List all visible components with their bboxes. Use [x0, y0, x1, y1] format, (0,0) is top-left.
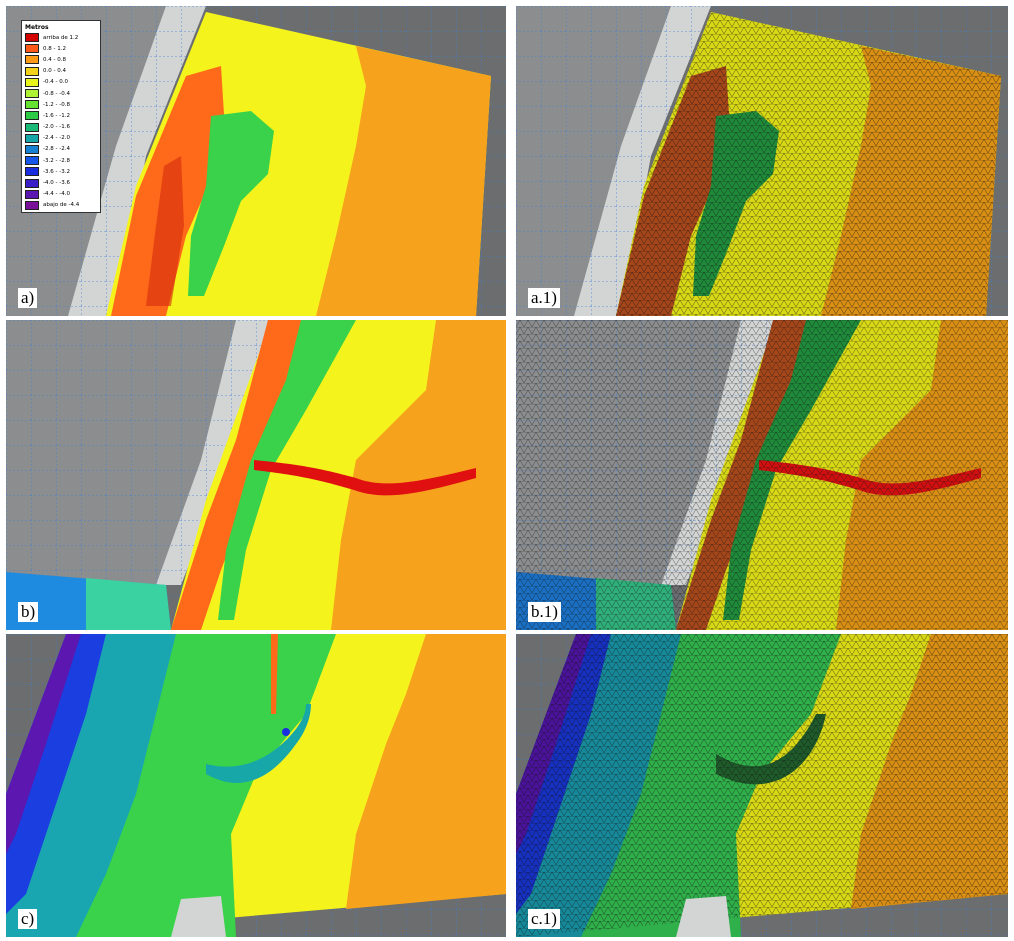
legend-swatch: [25, 66, 39, 76]
legend-entry: -4.0 - -3.6: [25, 177, 97, 188]
panel-label-a: a): [18, 288, 38, 308]
panel-label-c: c): [18, 909, 38, 929]
pier: [171, 896, 226, 937]
legend-label: -4.4 - -4.0: [43, 191, 70, 198]
legend-label: -1.6 - -1.2: [43, 112, 70, 119]
legend-swatch: [25, 89, 39, 99]
legend-label: 0.4 - 0.8: [43, 56, 66, 63]
legend-entry: arriba de 1.2: [25, 32, 97, 43]
map-panel-c1: c.1): [516, 634, 1008, 937]
legend-label: -4.0 - -3.6: [43, 180, 70, 187]
panel-label-b1: b.1): [528, 602, 561, 622]
legend-label: -3.6 - -3.2: [43, 168, 70, 175]
panel-label-c1: c.1): [528, 909, 560, 929]
panel-label-a1: a.1): [528, 288, 560, 308]
legend-label: arriba de 1.2: [43, 34, 79, 41]
bathymetry-map-b: [6, 320, 506, 630]
legend: Metros arriba de 1.2 0.8 - 1.2 0.4 - 0.8 0.…: [21, 20, 101, 213]
legend-swatch: [25, 44, 39, 54]
legend-entry: -2.8 - -2.4: [25, 144, 97, 155]
bathymetry-surface: [6, 320, 506, 630]
legend-entry: -2.4 - -2.0: [25, 133, 97, 144]
legend-swatch: [25, 100, 39, 110]
legend-entry: -3.2 - -2.8: [25, 155, 97, 166]
panel-label-b: b): [18, 602, 39, 622]
bathymetry-map-c: [6, 634, 506, 937]
mesh-map-c1: [516, 634, 1008, 937]
mesh-surface: [516, 320, 1008, 630]
legend-label: -2.8 - -2.4: [43, 146, 70, 153]
legend-entry: abajo de -4.4: [25, 200, 97, 211]
mesh-map-a1: [516, 6, 1008, 316]
legend-swatch: [25, 156, 39, 166]
map-panel-a1: a.1): [516, 6, 1008, 316]
legend-label: 0.0 - 0.4: [43, 68, 66, 75]
map-panel-b: b): [6, 320, 506, 630]
legend-swatch: [25, 122, 39, 132]
legend-entry: -0.8 - -0.4: [25, 88, 97, 99]
legend-entry: -2.0 - -1.6: [25, 122, 97, 133]
bathymetry-surface: [6, 634, 506, 937]
legend-label: 0.8 - 1.2: [43, 45, 66, 52]
legend-swatch: [25, 167, 39, 177]
legend-swatch: [25, 77, 39, 87]
red-channel: [254, 460, 476, 496]
map-panel-a: Metros arriba de 1.2 0.8 - 1.2 0.4 - 0.8 0.…: [6, 6, 506, 316]
legend-entry: -1.2 - -0.8: [25, 99, 97, 110]
map-panel-c: c): [6, 634, 506, 937]
legend-entry: 0.8 - 1.2: [25, 43, 97, 54]
legend-title: Metros: [25, 24, 49, 31]
legend-swatch: [25, 178, 39, 188]
legend-label: -0.4 - 0.0: [43, 79, 68, 86]
legend-entry: -4.4 - -4.0: [25, 189, 97, 200]
legend-label: -2.4 - -2.0: [43, 135, 70, 142]
legend-entry: -0.4 - 0.0: [25, 77, 97, 88]
legend-label: -3.2 - -2.8: [43, 157, 70, 164]
legend-entry: 0.4 - 0.8: [25, 54, 97, 65]
legend-entry: 0.0 - 0.4: [25, 66, 97, 77]
legend-swatch: [25, 189, 39, 199]
mesh-surface: [616, 12, 1001, 316]
legend-label: -1.2 - -0.8: [43, 101, 70, 108]
pier: [676, 896, 731, 937]
legend-swatch: [25, 111, 39, 121]
mesh-surface: [516, 634, 1008, 937]
legend-swatch: [25, 133, 39, 143]
legend-entry: -1.6 - -1.2: [25, 110, 97, 121]
legend-swatch: [25, 144, 39, 154]
legend-label: -2.0 - -1.6: [43, 124, 70, 131]
legend-entry: -3.6 - -3.2: [25, 166, 97, 177]
mesh-map-b1: [516, 320, 1008, 630]
bathymetry-surface: [106, 12, 491, 316]
legend-label: abajo de -4.4: [43, 202, 80, 209]
legend-swatch: [25, 33, 39, 43]
legend-swatch: [25, 55, 39, 65]
legend-label: -0.8 - -0.4: [43, 90, 70, 97]
map-panel-b1: b.1): [516, 320, 1008, 630]
legend-entries: arriba de 1.2 0.8 - 1.2 0.4 - 0.8 0.0 - 0.4…: [25, 32, 97, 211]
legend-swatch: [25, 200, 39, 210]
